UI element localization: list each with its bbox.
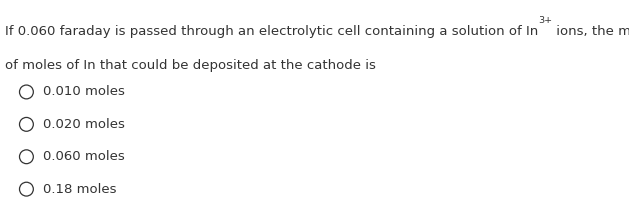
Text: If 0.060 faraday is passed through an electrolytic cell containing a solution of: If 0.060 faraday is passed through an el… — [5, 25, 538, 38]
Text: of moles of In that could be deposited at the cathode is: of moles of In that could be deposited a… — [5, 59, 376, 71]
Text: 3+: 3+ — [538, 16, 552, 25]
Text: 0.060 moles: 0.060 moles — [43, 150, 125, 163]
Text: 0.020 moles: 0.020 moles — [43, 118, 125, 131]
Text: ions, the maximum number: ions, the maximum number — [552, 25, 629, 38]
Text: 0.18 moles: 0.18 moles — [43, 183, 116, 196]
Text: 0.010 moles: 0.010 moles — [43, 85, 125, 98]
